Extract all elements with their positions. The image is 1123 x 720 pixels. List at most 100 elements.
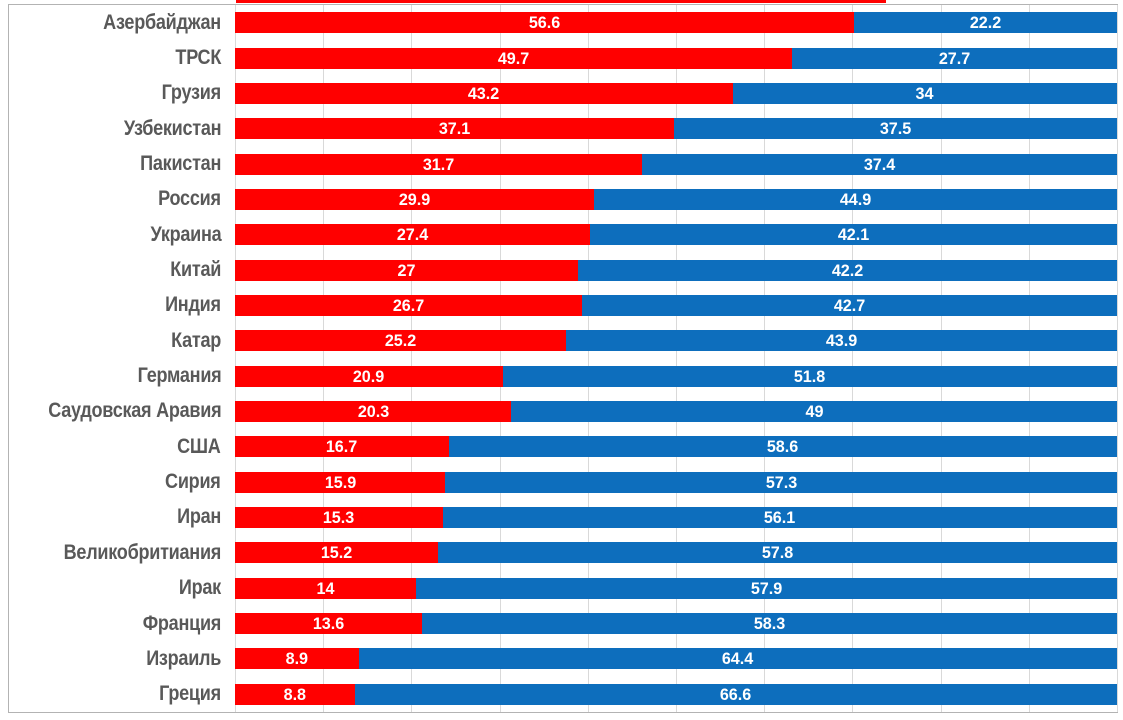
category-label: Грузия <box>9 76 235 111</box>
blue-bar-segment-value-label: 49 <box>805 401 824 421</box>
blue-bar-segment: 58.3 <box>422 613 1117 635</box>
red-bar-segment: 37.1 <box>235 118 674 140</box>
red-bar-segment: 15.2 <box>235 542 438 564</box>
vertical-gridline <box>852 5 854 712</box>
red-bar-segment-value-label: 16.7 <box>326 437 358 457</box>
category-label: Ирак <box>9 571 235 606</box>
blue-bar-segment: 37.5 <box>673 118 1117 140</box>
blue-bar-segment-value-label: 58.3 <box>753 614 786 634</box>
bar-track-wrap: 20.3 49 <box>235 394 1117 429</box>
category-label-text: Франция <box>142 611 222 635</box>
blue-bar-segment: 22.2 <box>854 12 1117 34</box>
blue-bar-segment-value-label: 57.8 <box>761 543 794 563</box>
bar-track: 25.2 43.9 <box>235 330 1117 352</box>
blue-bar-segment: 51.8 <box>502 365 1117 387</box>
vertical-gridline <box>587 5 589 712</box>
blue-bar-segment-value-label: 58.6 <box>767 437 799 457</box>
chart-row: Катар 25.2 43.9 <box>9 323 1117 358</box>
category-label-text: Великобритиания <box>63 540 222 564</box>
blue-bar-segment-value-label: 44.9 <box>839 189 872 209</box>
chart-row: США 16.7 58.6 <box>9 429 1117 464</box>
blue-bar-segment: 64.4 <box>358 648 1117 670</box>
red-bar-segment-value-label: 14 <box>316 578 335 598</box>
blue-bar-segment-value-label: 64.4 <box>722 649 754 669</box>
chart-row: Пакистан 31.7 37.4 <box>9 146 1117 181</box>
category-label-text: Греция <box>159 682 221 706</box>
blue-bar-segment: 37.4 <box>642 153 1117 175</box>
bar-track-wrap: 56.6 22.2 <box>235 5 1117 40</box>
category-label: Азербайджан <box>9 5 235 40</box>
bar-track: 15.2 57.8 <box>235 542 1117 564</box>
red-bar-segment: 27 <box>235 259 578 281</box>
red-bar-segment-value-label: 37.1 <box>438 119 471 139</box>
bar-track: 8.9 64.4 <box>235 648 1117 670</box>
blue-bar-segment: 42.1 <box>589 224 1117 246</box>
category-label-text: Узбекистан <box>123 116 222 140</box>
blue-bar-segment: 34 <box>732 82 1117 104</box>
blue-bar-segment-value-label: 51.8 <box>794 366 826 386</box>
bar-track: 13.6 58.3 <box>235 613 1117 635</box>
red-bar-segment-value-label: 31.7 <box>422 154 455 174</box>
category-label: Россия <box>9 182 235 217</box>
vertical-gridline <box>323 5 325 712</box>
cropped-row-sliver <box>235 0 886 3</box>
bar-track: 26.7 42.7 <box>235 294 1117 316</box>
blue-bar-segment-value-label: 27.7 <box>938 48 971 68</box>
bar-track-wrap: 37.1 37.5 <box>235 111 1117 146</box>
chart-row: Израиль 8.9 64.4 <box>9 641 1117 676</box>
bar-track: 20.9 51.8 <box>235 365 1117 387</box>
red-bar-segment-value-label: 15.3 <box>323 507 355 527</box>
bar-track-wrap: 29.9 44.9 <box>235 182 1117 217</box>
category-label-text: Китай <box>170 258 221 282</box>
category-label-text: Пакистан <box>140 152 221 176</box>
bar-track-wrap: 27.4 42.1 <box>235 217 1117 252</box>
vertical-gridline <box>764 5 766 712</box>
category-label: ТРСК <box>9 40 235 75</box>
bar-track-wrap: 8.9 64.4 <box>235 641 1117 676</box>
bar-track: 27.4 42.1 <box>235 224 1117 246</box>
chart-row: Франция 13.6 58.3 <box>9 606 1117 641</box>
bar-track: 29.9 44.9 <box>235 188 1117 210</box>
bar-track-wrap: 16.7 58.6 <box>235 429 1117 464</box>
red-bar-segment-value-label: 25.2 <box>384 331 417 351</box>
blue-bar-segment-value-label: 37.4 <box>863 154 896 174</box>
chart-row: Россия 29.9 44.9 <box>9 182 1117 217</box>
bar-track-wrap: 25.2 43.9 <box>235 323 1117 358</box>
bar-track: 37.1 37.5 <box>235 118 1117 140</box>
red-bar-segment: 31.7 <box>235 153 643 175</box>
category-label: Сирия <box>9 464 235 499</box>
red-bar-segment-value-label: 15.9 <box>324 472 356 492</box>
bar-track: 56.6 22.2 <box>235 12 1117 34</box>
red-bar-segment-value-label: 27.4 <box>396 225 429 245</box>
red-bar-segment: 25.2 <box>235 330 566 352</box>
chart-row: ТРСК 49.7 27.7 <box>9 40 1117 75</box>
blue-bar-segment-value-label: 43.9 <box>825 331 858 351</box>
blue-bar-segment: 27.7 <box>791 47 1117 69</box>
red-bar-segment: 15.3 <box>235 506 443 528</box>
category-label-text: Сирия <box>165 470 221 494</box>
blue-bar-segment-value-label: 34 <box>915 83 934 103</box>
bar-track-wrap: 13.6 58.3 <box>235 606 1117 641</box>
bar-track-wrap: 15.9 57.3 <box>235 464 1117 499</box>
blue-bar-segment: 57.3 <box>445 471 1117 493</box>
vertical-gridline <box>1028 5 1030 712</box>
bar-track: 43.2 34 <box>235 82 1117 104</box>
category-label: Израиль <box>9 641 235 676</box>
red-bar-segment: 20.3 <box>235 400 512 422</box>
red-bar-segment: 20.9 <box>235 365 503 387</box>
blue-bar-segment-value-label: 57.9 <box>750 578 782 598</box>
category-label: Узбекистан <box>9 111 235 146</box>
category-label: Иран <box>9 500 235 535</box>
bar-track: 31.7 37.4 <box>235 153 1117 175</box>
red-bar-segment: 29.9 <box>235 188 595 210</box>
category-label-text: Иран <box>177 505 221 529</box>
blue-bar-segment-value-label: 56.1 <box>764 507 796 527</box>
bar-track: 15.9 57.3 <box>235 471 1117 493</box>
category-label-text: Катар <box>171 328 221 352</box>
bar-track: 27 42.2 <box>235 259 1117 281</box>
red-bar-segment-value-label: 56.6 <box>528 13 561 33</box>
category-label: Саудовская Аравия <box>9 394 235 429</box>
red-bar-segment-value-label: 49.7 <box>497 48 530 68</box>
blue-bar-segment: 57.9 <box>415 577 1117 599</box>
